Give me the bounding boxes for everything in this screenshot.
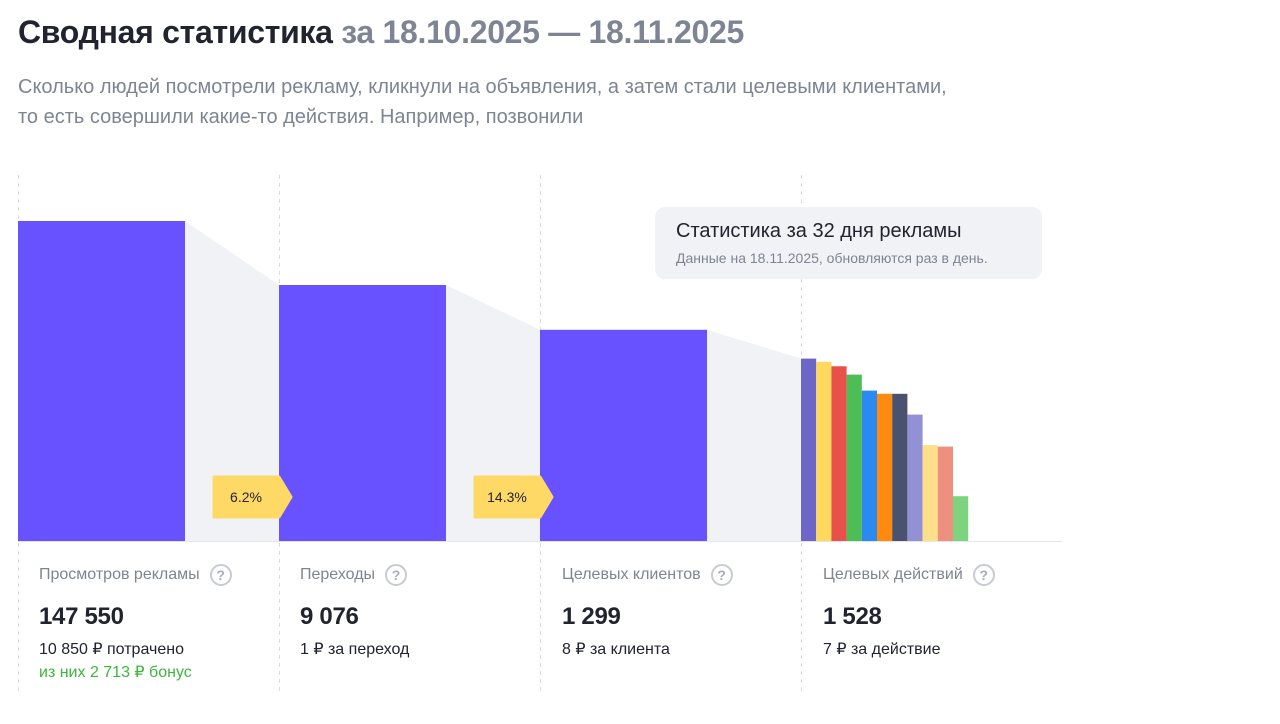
bar-action-1 [801,358,817,541]
title-period: за 18.10.2025 — 18.11.2025 [341,14,744,50]
stat-clients: Целевых клиентов ? 1 299 8 ₽ за клиента [562,560,802,659]
stat-clients-cost: 8 ₽ за клиента [562,641,670,658]
page-description: Сколько людей посмотрели рекламу, кликну… [18,72,1018,132]
question-circle-icon[interactable]: ? [209,564,232,586]
stat-actions: Целевых действий ? 1 528 7 ₽ за действие [823,560,1063,659]
question-circle-icon[interactable]: ? [385,564,408,586]
stat-actions-cost: 7 ₽ за действие [823,641,941,658]
description-line-2: то есть совершили какие-то действия. Нап… [18,106,584,128]
bar-views [18,221,185,541]
question-circle-icon[interactable]: ? [972,564,995,586]
bar-action-2 [816,361,832,541]
stat-actions-label: Целевых действий [823,566,963,583]
title-text: Сводная статистика [18,14,333,50]
stat-clicks-label: Переходы [300,566,376,583]
bar-clients [540,329,707,541]
stat-views-value: 147 550 [39,603,124,630]
conversion-badge-label: 6.2% [230,489,262,505]
stat-views-bonus: из них 2 713 ₽ бонус [39,664,192,681]
stats-info-tooltip: Статистика за 32 дня рекламы Данные на 1… [655,207,1042,279]
bar-action-7 [892,393,908,541]
stat-clients-value: 1 299 [562,603,621,630]
bar-action-9 [922,445,938,541]
bar-action-6 [877,393,893,541]
tooltip-note: Данные на 18.11.2025, обновляются раз в … [676,250,988,266]
conversion-badge-label: 14.3% [487,489,527,505]
bar-action-11 [953,496,969,541]
stat-views-spent: 10 850 ₽ потрачено [39,641,184,658]
bar-action-4 [846,374,862,541]
question-circle-icon[interactable]: ? [710,564,733,586]
stat-views: Просмотров рекламы ? 147 550 10 850 ₽ по… [39,560,279,682]
bar-action-5 [861,390,877,541]
bar-clicks [279,285,446,541]
stat-clicks-cost: 1 ₽ за переход [300,641,410,658]
stat-actions-value: 1 528 [823,603,882,630]
funnel-chart: 6.2% 14.3% [18,175,1062,695]
conversion-badge [473,475,554,519]
stat-clients-label: Целевых клиентов [562,566,701,583]
bar-action-8 [907,414,923,541]
stat-views-label: Просмотров рекламы [39,566,200,583]
funnel-connector [707,329,801,541]
bar-action-3 [831,366,847,541]
description-line-1: Сколько людей посмотрели рекламу, кликну… [18,76,947,98]
conversion-badge [212,475,293,519]
funnel-connector [185,221,279,541]
tooltip-title: Статистика за 32 дня рекламы [676,220,962,242]
stat-clicks: Переходы ? 9 076 1 ₽ за переход [300,560,540,659]
bar-action-10 [937,446,953,541]
page-title: Сводная статистика за 18.10.2025 — 18.11… [18,14,744,51]
stat-clicks-value: 9 076 [300,603,359,630]
